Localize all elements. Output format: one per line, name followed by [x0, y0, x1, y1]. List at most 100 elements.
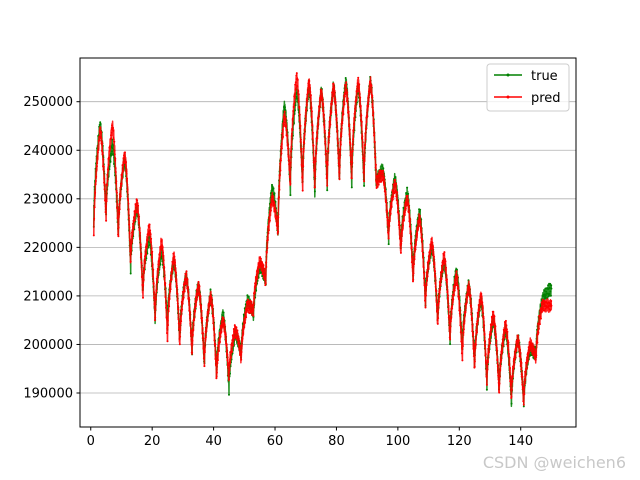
data-point-pred — [115, 180, 118, 183]
data-point-pred — [291, 129, 294, 132]
data-point-pred — [129, 260, 132, 263]
data-point-pred — [185, 273, 187, 276]
data-point-pred — [323, 131, 326, 134]
data-point-pred — [115, 182, 118, 185]
data-point-pred — [321, 97, 324, 100]
data-point-pred — [457, 287, 460, 289]
data-point-pred — [421, 249, 424, 252]
data-point-pred — [112, 126, 114, 129]
data-point-pred — [461, 359, 464, 362]
data-point-pred — [161, 246, 164, 249]
data-point-pred — [512, 364, 515, 367]
data-point-pred — [219, 335, 222, 338]
data-point-pred — [246, 298, 249, 301]
data-point-pred — [293, 101, 296, 104]
data-point-pred — [268, 219, 271, 222]
data-point-pred — [383, 184, 386, 187]
data-point-pred — [403, 214, 406, 216]
data-point-pred — [200, 304, 203, 307]
data-point-pred — [408, 216, 411, 219]
data-point-pred — [157, 268, 160, 271]
data-point-pred — [471, 317, 474, 320]
data-point-pred — [137, 204, 140, 207]
data-point-pred — [165, 302, 168, 305]
data-point-pred — [348, 128, 351, 131]
data-point-pred — [509, 375, 512, 378]
data-point-pred — [212, 322, 215, 325]
data-point-pred — [142, 296, 144, 299]
data-point-pred — [130, 241, 133, 244]
data-point-pred — [202, 357, 205, 360]
data-point-pred — [331, 99, 334, 102]
data-point-pred — [117, 226, 120, 229]
data-point-pred — [280, 152, 283, 155]
data-point-pred — [472, 344, 475, 347]
data-point-pred — [329, 123, 332, 126]
data-point-pred — [535, 354, 538, 357]
data-point-true — [344, 77, 347, 79]
data-point-pred — [311, 137, 314, 140]
data-point-pred — [178, 338, 181, 341]
data-point-pred — [443, 251, 446, 254]
data-point-pred — [385, 204, 388, 207]
data-point-pred — [369, 81, 372, 84]
data-point-pred — [537, 327, 540, 330]
data-point-pred — [336, 124, 338, 127]
data-point-pred — [487, 347, 490, 350]
data-point-pred — [214, 342, 217, 345]
data-point-pred — [351, 161, 354, 164]
data-point-pred — [305, 108, 308, 111]
data-point-pred — [175, 282, 178, 285]
data-point-pred — [401, 228, 404, 231]
data-point-pred — [473, 365, 476, 368]
data-point-pred — [341, 122, 344, 125]
data-point-pred — [113, 149, 116, 152]
data-point-pred — [151, 263, 154, 266]
data-point-pred — [407, 203, 410, 206]
data-point-pred — [427, 268, 430, 270]
y-axis-ticks: 190000 200000 210000 220000 230000 240000 2500… — [23, 95, 80, 402]
data-point-pred — [240, 358, 243, 361]
data-point-pred — [372, 122, 375, 125]
data-point-pred — [496, 358, 499, 361]
data-point-pred — [408, 220, 411, 223]
data-point-pred — [226, 362, 229, 365]
data-point-pred — [494, 330, 497, 333]
data-point-pred — [92, 234, 95, 237]
data-point-pred — [493, 320, 496, 323]
data-point-pred — [364, 132, 367, 135]
data-point-pred — [443, 261, 446, 264]
data-point-pred — [440, 278, 443, 280]
data-point-pred — [270, 203, 273, 205]
data-point-pred — [241, 334, 244, 337]
data-point-pred — [335, 117, 338, 120]
data-point-pred — [168, 294, 171, 297]
data-point-pred — [453, 279, 456, 282]
data-point-pred — [414, 243, 417, 246]
data-point-pred — [102, 158, 105, 161]
data-point-pred — [540, 301, 543, 304]
data-point-pred — [301, 175, 304, 178]
data-point-pred — [265, 251, 268, 254]
data-point-pred — [503, 336, 506, 339]
data-point-pred — [304, 120, 307, 123]
data-point-pred — [175, 271, 177, 274]
data-point-pred — [361, 146, 364, 149]
data-point-pred — [345, 88, 348, 91]
data-point-pred — [411, 255, 414, 258]
data-point-pred — [507, 341, 510, 344]
data-point-pred — [191, 334, 194, 336]
data-point-pred — [266, 247, 269, 250]
data-point-pred — [540, 306, 543, 309]
data-point-pred — [366, 116, 369, 118]
data-point-pred — [434, 274, 437, 277]
data-point-pred — [372, 119, 375, 122]
data-point-true — [449, 343, 452, 346]
data-point-pred — [452, 294, 455, 297]
data-point-pred — [106, 173, 109, 176]
data-point-pred — [298, 119, 301, 122]
y-tick-label: 190000 — [23, 387, 73, 402]
data-point-pred — [474, 343, 477, 346]
data-point-pred — [316, 126, 319, 128]
data-point-pred — [274, 210, 277, 213]
